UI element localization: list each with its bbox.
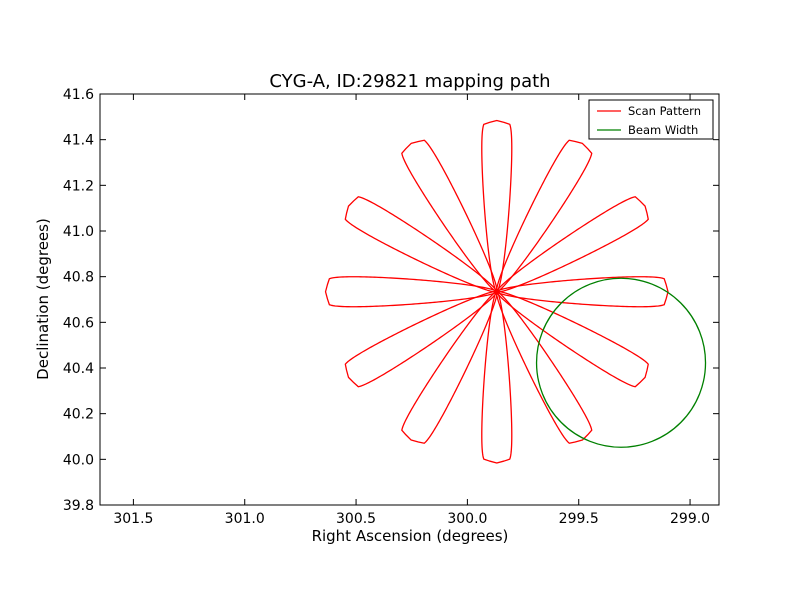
scan-pattern-petal-0: [481, 119, 513, 293]
legend-frame: [588, 99, 714, 140]
x-tick-label: 300.5: [336, 511, 376, 527]
scan-pattern-petal-8: [344, 291, 498, 388]
x-tick-label: 300.0: [447, 511, 487, 527]
series-layer: [324, 119, 707, 464]
x-tick-label: 301.0: [225, 511, 265, 527]
scan-pattern-petal-6: [481, 291, 513, 464]
scan-pattern-petal-2: [496, 196, 649, 293]
y-tick-label: 41.6: [63, 87, 94, 103]
y-tick-label: 40.2: [63, 407, 94, 423]
y-tick-label: 40.4: [63, 361, 94, 377]
y-tick-label: 39.8: [63, 498, 94, 514]
beam-width-circle: [535, 277, 707, 448]
plot-area-frame: [99, 93, 720, 506]
y-tick-label: 41.0: [63, 224, 94, 240]
y-tick-label: 40.0: [63, 452, 94, 468]
x-axis-label: Right Ascension (degrees): [312, 527, 509, 545]
legend: Scan Pattern Beam Width: [588, 99, 714, 140]
scan-pattern-petal-5: [496, 291, 593, 444]
x-tick-label: 299.5: [559, 511, 599, 527]
x-tick-label: 301.5: [113, 511, 153, 527]
scan-pattern-petal-1: [496, 139, 593, 293]
x-axis-ticks: 301.5 301.0 300.5 300.0 299.5 299.0: [113, 94, 710, 527]
y-axis-label: Declination (degrees): [34, 218, 52, 380]
scan-pattern-petal-3: [496, 276, 669, 308]
y-axis-ticks: 39.8 40.0 40.2 40.4 40.6 40.8 41.0 41.2 41.4 41.6: [63, 87, 719, 514]
scan-pattern-petal-4: [496, 291, 649, 388]
y-tick-label: 40.6: [63, 315, 94, 331]
scan-pattern-petal-10: [344, 196, 498, 293]
chart-title: CYG-A, ID:29821 mapping path: [269, 71, 550, 92]
y-tick-label: 41.2: [63, 178, 94, 194]
scan-pattern-petal-9: [324, 276, 498, 308]
y-tick-label: 41.4: [63, 133, 94, 149]
y-tick-label: 40.8: [63, 270, 94, 286]
scan-pattern-petal-7: [401, 291, 498, 444]
scan-pattern-petal-11: [401, 139, 498, 293]
legend-label-beam-width: Beam Width: [628, 123, 698, 137]
legend-label-scan-pattern: Scan Pattern: [628, 104, 701, 118]
x-tick-label: 299.0: [670, 511, 710, 527]
